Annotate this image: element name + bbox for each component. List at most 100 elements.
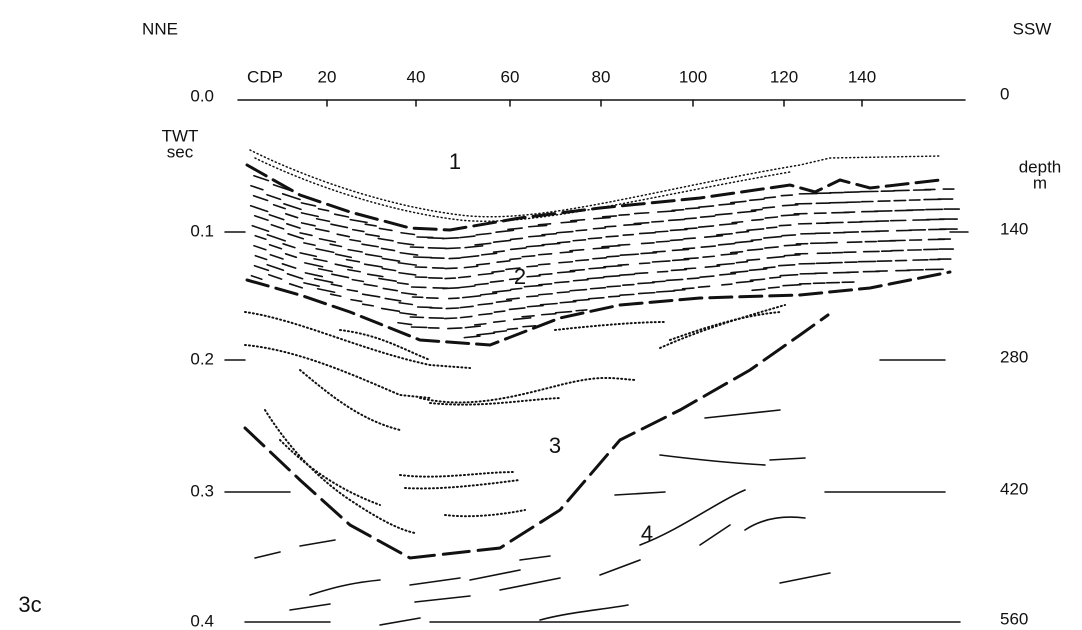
texture-dash [266,233,287,242]
texture-dash [556,291,570,294]
texture-dash [522,325,537,328]
texture-dash [400,231,416,236]
texture-dash [448,297,460,300]
texture-dash [253,264,270,272]
direction-label: NNE [142,19,178,38]
texture-dash [556,270,576,274]
texture-dash [527,224,548,228]
texture-dash [700,245,717,248]
texture-dash [778,224,792,227]
texture-dash [683,267,697,270]
texture-dash [702,255,716,259]
texture-dash [505,297,520,301]
texture-dash [684,207,701,210]
texture-dash [537,223,552,226]
texture-dash [735,260,749,264]
texture-dash [569,268,586,272]
texture-dash [510,287,523,291]
texture-dash [447,327,463,330]
texture-dash [250,274,263,281]
texture-dash [572,278,589,282]
texture-dash [349,238,362,243]
texture-dash [606,255,620,258]
texture-dash [313,257,328,263]
texture-dash [315,217,331,223]
cdp-tick-label: 140 [848,67,876,86]
texture-dash [300,222,316,227]
texture-dash [575,309,588,312]
texture-dash [350,298,363,303]
axis-label: m [1033,173,1047,192]
texture-dash [572,239,587,242]
texture-dash [556,241,571,244]
texture-dash [316,287,336,294]
texture-dash [699,215,716,218]
texture-dash [463,335,481,339]
texture-dash [526,265,539,268]
depth-tick-label: 280 [1000,347,1028,366]
texture-dash [300,212,320,218]
texture-dash [365,233,380,238]
texture-dash [765,226,778,229]
texture-dash [345,258,361,263]
texture-dash [651,220,665,223]
texture-dash [286,223,301,229]
texture-dash [509,237,524,241]
texture-dash [671,248,690,252]
texture-dash [540,312,557,316]
unit-4-reflectors [254,409,831,626]
texture-dash [334,263,354,269]
texture-dash [459,315,473,319]
texture-dash [538,283,553,286]
texture-dash [461,295,482,299]
texture-dash [617,263,630,267]
texture-dash [381,267,397,272]
texture-dash [572,298,590,302]
texture-dash [622,233,635,236]
texture-dash [764,246,779,249]
texture-dash [538,292,553,296]
texture-dash [734,240,754,244]
texture-dash [751,288,766,292]
texture-dash [731,220,744,224]
depth-tick-label: 140 [1000,219,1028,238]
texture-dash [480,252,498,256]
texture-dash [699,275,715,279]
texture-dash [508,307,526,311]
texture-dash [400,291,418,296]
texture-dash [475,232,492,236]
texture-dash [253,174,270,182]
texture-dash [681,287,695,290]
texture-dash [473,322,487,326]
figure-label: 3c [18,592,41,617]
texture-dash [669,228,688,232]
texture-dash [748,198,765,202]
texture-dash [697,225,715,228]
texture-dash [334,253,353,259]
texture-dash [651,280,666,283]
unit-label: 3 [549,433,561,458]
unit-1-base-dots [249,149,941,218]
texture-dash [457,275,472,279]
texture-dash [363,263,383,268]
texture-dash [671,208,685,212]
texture-dash [496,260,511,263]
texture-dash [570,218,586,222]
texture-dash [479,292,498,296]
twt-tick-label: 0.4 [190,611,214,630]
direction-label: SSW [1013,19,1052,38]
texture-dash [750,238,763,242]
texture-dash [351,228,365,233]
texture-dash [527,234,546,238]
texture-dash [509,247,527,251]
texture-dash [476,332,496,336]
texture-dash [720,252,738,256]
texture-dash [287,233,305,240]
texture-dash [703,234,724,238]
texture-dash [751,218,764,222]
texture-dash [541,242,561,246]
texture-dash [763,235,783,239]
texture-dash [684,227,698,230]
texture-dash [588,266,607,270]
texture-dash [575,229,588,232]
